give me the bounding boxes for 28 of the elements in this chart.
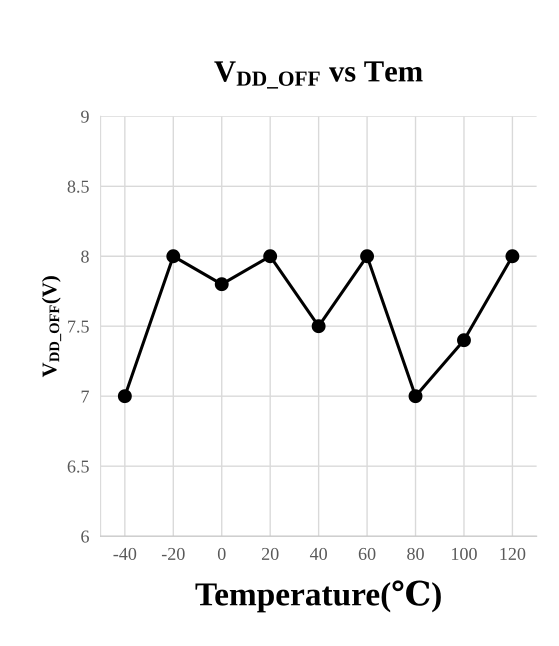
x-tick-label: 20 — [262, 548, 279, 560]
y-tick-label: 8 — [81, 250, 89, 263]
y-axis-title: V$_{DD_OFF}$(V) — [42, 276, 62, 378]
x-axis-title: Temperature(℃) — [195, 580, 441, 612]
point — [214, 277, 229, 292]
point — [312, 319, 326, 334]
x-tick-label: -40 — [113, 548, 136, 560]
point — [166, 249, 180, 264]
chart-title: V$_{DD_OFF}$ vs Tem — [214, 61, 423, 89]
y-tick-label: 7.5 — [68, 320, 89, 333]
point — [505, 249, 520, 264]
y-tick-label: 6 — [81, 530, 89, 543]
point — [118, 389, 132, 404]
x-tick-label: 80 — [407, 548, 424, 560]
x-tick-label: 40 — [310, 548, 327, 560]
x-tick-label: 100 — [452, 548, 477, 560]
y-tick-label: 9 — [81, 110, 89, 123]
y-tick-label: 8.5 — [68, 180, 89, 193]
x-tick-label: 0 — [218, 548, 226, 560]
y-tick-label: 6.5 — [68, 460, 89, 473]
point — [457, 333, 471, 348]
point — [263, 249, 278, 264]
x-tick-label: 120 — [500, 548, 526, 560]
point — [360, 249, 374, 264]
y-tick-label: 7 — [82, 390, 89, 402]
x-tick-label: 60 — [358, 548, 376, 560]
point — [408, 389, 422, 404]
x-tick-label: -20 — [162, 548, 185, 560]
